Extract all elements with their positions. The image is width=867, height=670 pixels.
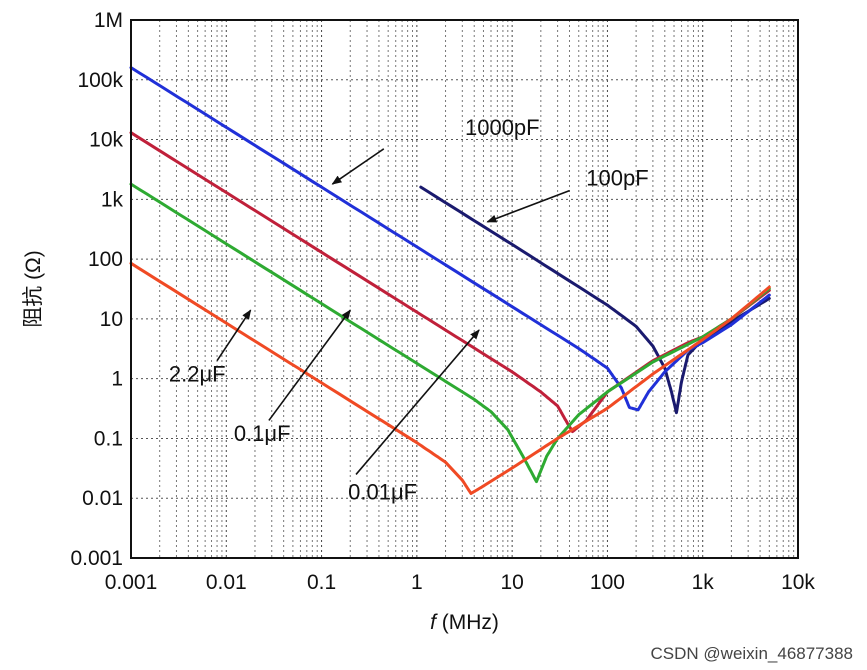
x-tick-label: 0.1 xyxy=(307,571,336,594)
tick-labels: 0.001 0.01 0.1 1 10 100 1k 10k 0.001 0.01 0.1 1 10 10… xyxy=(70,9,815,594)
annotation-label: 0.1μF xyxy=(234,421,291,446)
y-tick-label: 1k xyxy=(101,188,124,211)
y-tick-label: 1 xyxy=(111,368,123,391)
grid xyxy=(130,20,798,559)
y-tick-label: 0.001 xyxy=(70,547,123,570)
annotation-arrow xyxy=(331,148,385,185)
annotation-label: 100pF xyxy=(586,166,648,191)
y-tick-label: 100 xyxy=(88,248,123,271)
y-tick-label: 10 xyxy=(100,308,123,331)
annotation-arrow xyxy=(268,309,351,421)
y-tick-label: 10k xyxy=(89,129,123,152)
x-tick-label: 0.01 xyxy=(206,571,247,594)
plot-frame xyxy=(130,19,799,559)
annotations: 1000pF 100pF 2.2μF 0.1μF 0.01μF xyxy=(169,115,649,505)
series-line-01f xyxy=(129,182,771,484)
y-axis-label: 阻抗 (Ω) xyxy=(22,250,45,328)
x-tick-label: 1 xyxy=(411,571,423,594)
annotation-label: 1000pF xyxy=(465,115,540,140)
y-tick-label: 0.01 xyxy=(82,487,123,510)
x-tick-label: 10k xyxy=(781,571,815,594)
series-line-22f xyxy=(129,261,771,495)
annotation-arrow xyxy=(355,329,480,475)
annotation-label: 2.2μF xyxy=(169,361,226,386)
x-axis-label: f (MHz) xyxy=(430,611,499,634)
watermark: CSDN @weixin_46877388 xyxy=(650,644,853,663)
annotation-arrow xyxy=(216,309,252,362)
x-tick-label: 1k xyxy=(692,571,715,594)
annotation-arrow xyxy=(486,189,570,223)
series-lines xyxy=(129,66,771,495)
x-tick-label: 10 xyxy=(500,571,523,594)
x-tick-label: 0.001 xyxy=(105,571,158,594)
annotation-label: 0.01μF xyxy=(348,480,417,505)
y-tick-label: 0.1 xyxy=(94,427,123,450)
x-tick-label: 100 xyxy=(590,571,625,594)
y-tick-label: 100k xyxy=(77,69,123,92)
y-tick-label: 1M xyxy=(94,9,123,32)
